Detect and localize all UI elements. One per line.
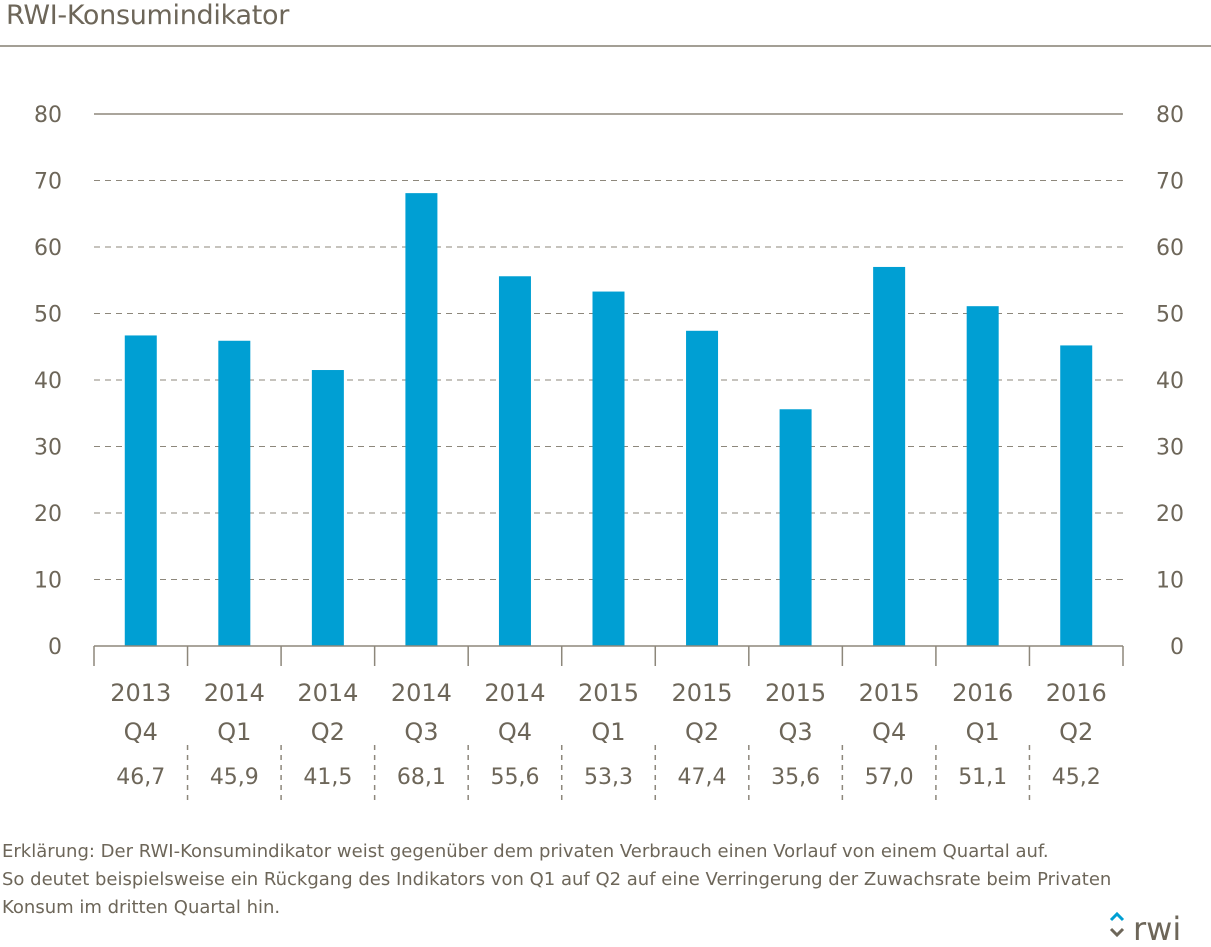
- x-category-quarter: Q4: [124, 718, 158, 746]
- bar: [498, 276, 531, 646]
- value-label: 45,9: [210, 765, 259, 790]
- explanation-text: Erklärung: Der RWI-Konsumindikator weist…: [2, 838, 1207, 922]
- bar: [218, 340, 251, 646]
- rwi-logo-text: rwi: [1133, 911, 1181, 945]
- y-tick-label-left: 60: [34, 236, 62, 261]
- x-category-quarter: Q4: [872, 718, 906, 746]
- y-tick-label-right: 10: [1156, 569, 1184, 594]
- title-divider: [0, 45, 1211, 47]
- bar-chart: 0 10 20 30 40 50 60 70 80 0 10 20 30 40 50 60 70 80 2013…: [34, 103, 1184, 800]
- x-category-quarter: Q2: [311, 718, 345, 746]
- y-tick-label-left: 40: [34, 369, 62, 394]
- rwi-logo-icon: [1109, 911, 1125, 938]
- y-tick-label-left: 0: [48, 635, 62, 660]
- x-category-year: 2016: [952, 679, 1013, 707]
- y-axis-left: 0 10 20 30 40 50 60 70 80: [34, 103, 62, 660]
- y-tick-label-right: 40: [1156, 369, 1184, 394]
- x-category-quarter: Q1: [966, 718, 1000, 746]
- value-label: 68,1: [397, 765, 446, 790]
- x-category-year: 2014: [204, 679, 265, 707]
- x-category-quarter: Q3: [779, 718, 813, 746]
- y-tick-label-right: 0: [1170, 635, 1184, 660]
- y-tick-label-right: 80: [1156, 103, 1184, 128]
- x-category-year: 2016: [1046, 679, 1107, 707]
- y-tick-label-left: 10: [34, 569, 62, 594]
- y-tick-label-right: 70: [1156, 170, 1184, 195]
- bar: [779, 409, 812, 646]
- value-label: 45,2: [1052, 765, 1101, 790]
- y-tick-label-right: 60: [1156, 236, 1184, 261]
- x-axis: 2013 Q4 46,7 2014 Q1 45,9 2014 Q2 41,5 2014 Q3 68,1…: [93, 645, 1124, 800]
- grid-lines: [94, 113, 1123, 580]
- x-category-quarter: Q2: [1059, 718, 1093, 746]
- y-tick-label-right: 50: [1156, 303, 1184, 328]
- explanation-line: Erklärung: Der RWI-Konsumindikator weist…: [2, 841, 1049, 862]
- x-category-year: 2015: [765, 679, 826, 707]
- x-category-quarter: Q4: [498, 718, 532, 746]
- rwi-logo: rwi: [1109, 911, 1181, 945]
- y-tick-label-left: 20: [34, 502, 62, 527]
- bar: [966, 306, 999, 646]
- value-label: 57,0: [865, 765, 914, 790]
- y-axis-right: 0 10 20 30 40 50 60 70 80: [1156, 103, 1184, 660]
- bar: [1060, 345, 1093, 646]
- y-tick-label-right: 30: [1156, 436, 1184, 461]
- value-label: 47,4: [678, 765, 727, 790]
- bars: [124, 193, 1093, 646]
- chart-title: RWI-Konsumindikator: [6, 0, 290, 31]
- value-label: 53,3: [584, 765, 633, 790]
- x-category-year: 2014: [391, 679, 452, 707]
- value-label: 35,6: [771, 765, 820, 790]
- y-tick-label-left: 70: [34, 170, 62, 195]
- x-category-year: 2013: [110, 679, 171, 707]
- x-category-year: 2014: [297, 679, 358, 707]
- bar: [592, 291, 625, 646]
- value-label: 46,7: [116, 765, 165, 790]
- value-label: 41,5: [303, 765, 352, 790]
- value-label: 55,6: [490, 765, 539, 790]
- explanation-line: Konsum im dritten Quartal hin.: [2, 897, 281, 918]
- explanation-line: So deutet beispielsweise ein Rückgang de…: [2, 869, 1112, 890]
- x-category-quarter: Q1: [591, 718, 625, 746]
- bar: [124, 335, 157, 646]
- bar: [686, 330, 719, 646]
- y-tick-label-left: 80: [34, 103, 62, 128]
- x-category-quarter: Q2: [685, 718, 719, 746]
- x-category-year: 2014: [484, 679, 545, 707]
- x-category-year: 2015: [578, 679, 639, 707]
- x-category-quarter: Q1: [217, 718, 251, 746]
- bar: [873, 266, 906, 646]
- bar: [311, 370, 344, 646]
- bar: [405, 193, 438, 646]
- x-category-quarter: Q3: [404, 718, 438, 746]
- y-tick-label-right: 20: [1156, 502, 1184, 527]
- x-category-year: 2015: [859, 679, 920, 707]
- value-label: 51,1: [958, 765, 1007, 790]
- y-tick-label-left: 50: [34, 303, 62, 328]
- y-tick-label-left: 30: [34, 436, 62, 461]
- x-category-year: 2015: [672, 679, 733, 707]
